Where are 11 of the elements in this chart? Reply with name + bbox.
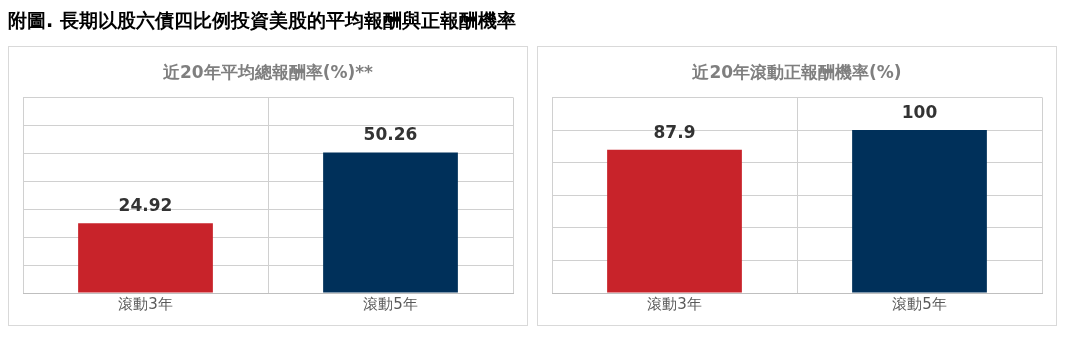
data-label: 24.92 (118, 195, 173, 216)
data-label: 87.9 (653, 121, 696, 142)
text: 附圖. 長期以股六債四比例投資美股的平均報酬與正報酬機率 (8, 8, 517, 33)
x-tick-label: 滾動3年 (647, 294, 702, 313)
chart-title: 近20年平均總報酬率(%)** (161, 61, 374, 82)
x-tick-label: 滾動5年 (892, 294, 947, 313)
data-label: 50.26 (363, 124, 418, 145)
x-tick-label: 滾動5年 (363, 294, 418, 313)
chart-title: 近20年滾動正報酬機率(%) (691, 61, 902, 82)
x-tick-label: 滾動3年 (118, 294, 173, 313)
data-label: 100 (901, 101, 938, 122)
